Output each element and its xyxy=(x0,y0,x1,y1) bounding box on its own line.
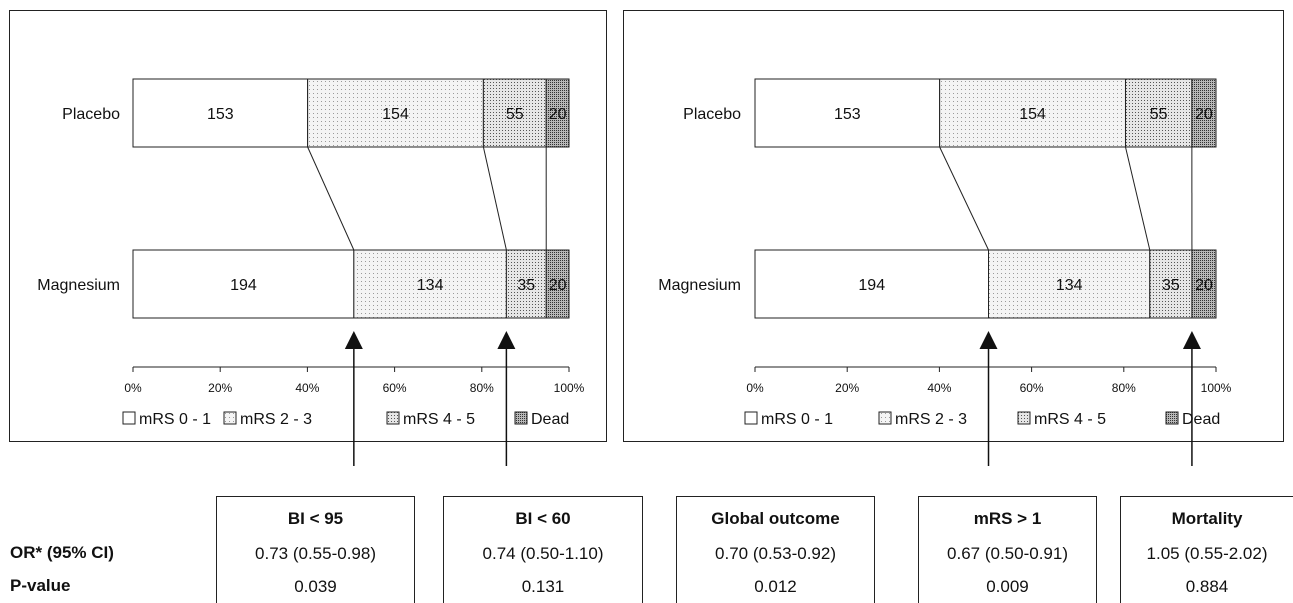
x-tick-label: 80% xyxy=(1112,381,1136,395)
bar-segment xyxy=(754,249,990,319)
connector-line xyxy=(1125,146,1151,251)
arrow-head xyxy=(1182,331,1201,349)
chart-panel-left xyxy=(9,10,607,442)
stat-box-bi95: BI < 95 0.73 (0.55-0.98) 0.039 xyxy=(216,496,415,603)
arrow-head xyxy=(979,331,998,349)
bar-segment xyxy=(307,78,484,148)
legend-label: mRS 4 - 5 xyxy=(403,411,475,428)
x-tick-label: 100% xyxy=(554,381,585,395)
bar-segment xyxy=(353,249,507,319)
x-tick-label: 20% xyxy=(208,381,232,395)
stat-or-value: 0.67 (0.50-0.91) xyxy=(947,544,1068,563)
bar-segment xyxy=(132,78,309,148)
stat-or-value: 0.74 (0.50-1.10) xyxy=(482,544,604,563)
data-label: 55 xyxy=(506,106,524,123)
category-label: Placebo xyxy=(683,106,741,123)
x-tick-label: 20% xyxy=(835,381,859,395)
data-label: 55 xyxy=(1150,106,1168,123)
data-label: 35 xyxy=(1162,277,1180,294)
data-label: 134 xyxy=(1056,277,1083,294)
data-label: 194 xyxy=(858,277,885,294)
bar-segment xyxy=(1149,249,1193,319)
data-label: 20 xyxy=(1195,106,1213,123)
data-label: 20 xyxy=(549,277,567,294)
legend-label: mRS 2 - 3 xyxy=(895,411,967,428)
stat-title: mRS > 1 xyxy=(973,509,1042,528)
stat-title: Global outcome xyxy=(711,509,840,528)
stat-box-global: Global outcome 0.70 (0.53-0.92) 0.012 xyxy=(676,496,875,603)
x-tick-label: 60% xyxy=(1020,381,1044,395)
data-label: 153 xyxy=(207,106,234,123)
x-tick-label: 40% xyxy=(295,381,319,395)
stat-title: BI < 95 xyxy=(287,509,344,528)
stat-title: BI < 60 xyxy=(515,509,571,528)
x-tick-label: 0% xyxy=(124,381,142,395)
stat-or-value: 0.70 (0.53-0.92) xyxy=(715,544,836,563)
legend-swatch xyxy=(878,411,892,425)
data-label: 194 xyxy=(230,277,257,294)
arrow-head xyxy=(497,331,516,349)
data-label: 35 xyxy=(517,277,535,294)
bar-segment xyxy=(1191,249,1217,319)
category-label: Magnesium xyxy=(658,277,741,294)
stat-p-value: 0.131 xyxy=(521,577,565,596)
stat-p-value: 0.012 xyxy=(754,577,797,596)
legend-label: Dead xyxy=(531,411,569,428)
data-label: 154 xyxy=(382,106,409,123)
legend-label: mRS 4 - 5 xyxy=(1034,411,1106,428)
bar-segment xyxy=(1124,78,1193,148)
bar-segment xyxy=(988,249,1151,319)
data-label: 20 xyxy=(1195,277,1213,294)
stat-box-bi60: BI < 60 0.74 (0.50-1.10) 0.131 xyxy=(443,496,643,603)
legend-label: mRS 0 - 1 xyxy=(139,411,211,428)
legend-swatch xyxy=(744,411,758,425)
legend-swatch xyxy=(386,411,400,425)
stat-or-value: 0.73 (0.55-0.98) xyxy=(255,544,376,563)
connector-line xyxy=(307,146,355,251)
connector-line xyxy=(939,146,989,251)
x-tick-label: 40% xyxy=(927,381,951,395)
legend-label: mRS 2 - 3 xyxy=(240,411,312,428)
data-label: 153 xyxy=(834,106,861,123)
category-label: Placebo xyxy=(62,106,120,123)
legend-swatch xyxy=(1017,411,1031,425)
bar-segment xyxy=(505,249,547,319)
bar-segment xyxy=(1191,78,1217,148)
bar-segment xyxy=(939,78,1126,148)
legend-label: Dead xyxy=(1182,411,1220,428)
legend-swatch xyxy=(514,411,528,425)
data-label: 154 xyxy=(1019,106,1046,123)
stat-p-value: 0.039 xyxy=(294,577,337,596)
x-tick-label: 100% xyxy=(1201,381,1232,395)
arrow-head xyxy=(344,331,363,349)
bar-segment xyxy=(545,78,570,148)
stat-p-value: 0.009 xyxy=(986,577,1029,596)
legend-label: mRS 0 - 1 xyxy=(761,411,833,428)
table-row-label-or: OR* (95% CI) xyxy=(10,543,114,562)
bar-segment xyxy=(545,249,570,319)
table-row-label-p: P-value xyxy=(10,576,71,595)
stat-box-mortality: Mortality 1.05 (0.55-2.02) 0.884 xyxy=(1120,496,1293,603)
bar-segment xyxy=(482,78,547,148)
stat-p-value: 0.884 xyxy=(1185,577,1229,596)
legend-swatch xyxy=(122,411,136,425)
x-tick-label: 0% xyxy=(746,381,764,395)
legend-swatch xyxy=(223,411,237,425)
x-tick-label: 80% xyxy=(470,381,494,395)
bar-segment xyxy=(132,249,355,319)
stat-title: Mortality xyxy=(1171,509,1243,528)
data-label: 134 xyxy=(417,277,444,294)
stat-or-value: 1.05 (0.55-2.02) xyxy=(1146,544,1268,563)
category-label: Magnesium xyxy=(37,277,120,294)
x-tick-label: 60% xyxy=(383,381,407,395)
chart-panel-right xyxy=(623,10,1284,442)
data-label: 20 xyxy=(549,106,567,123)
bar-segment xyxy=(754,78,941,148)
connector-line xyxy=(482,146,507,251)
legend-swatch xyxy=(1165,411,1179,425)
stat-box-mrs1: mRS > 1 0.67 (0.50-0.91) 0.009 xyxy=(918,496,1097,603)
